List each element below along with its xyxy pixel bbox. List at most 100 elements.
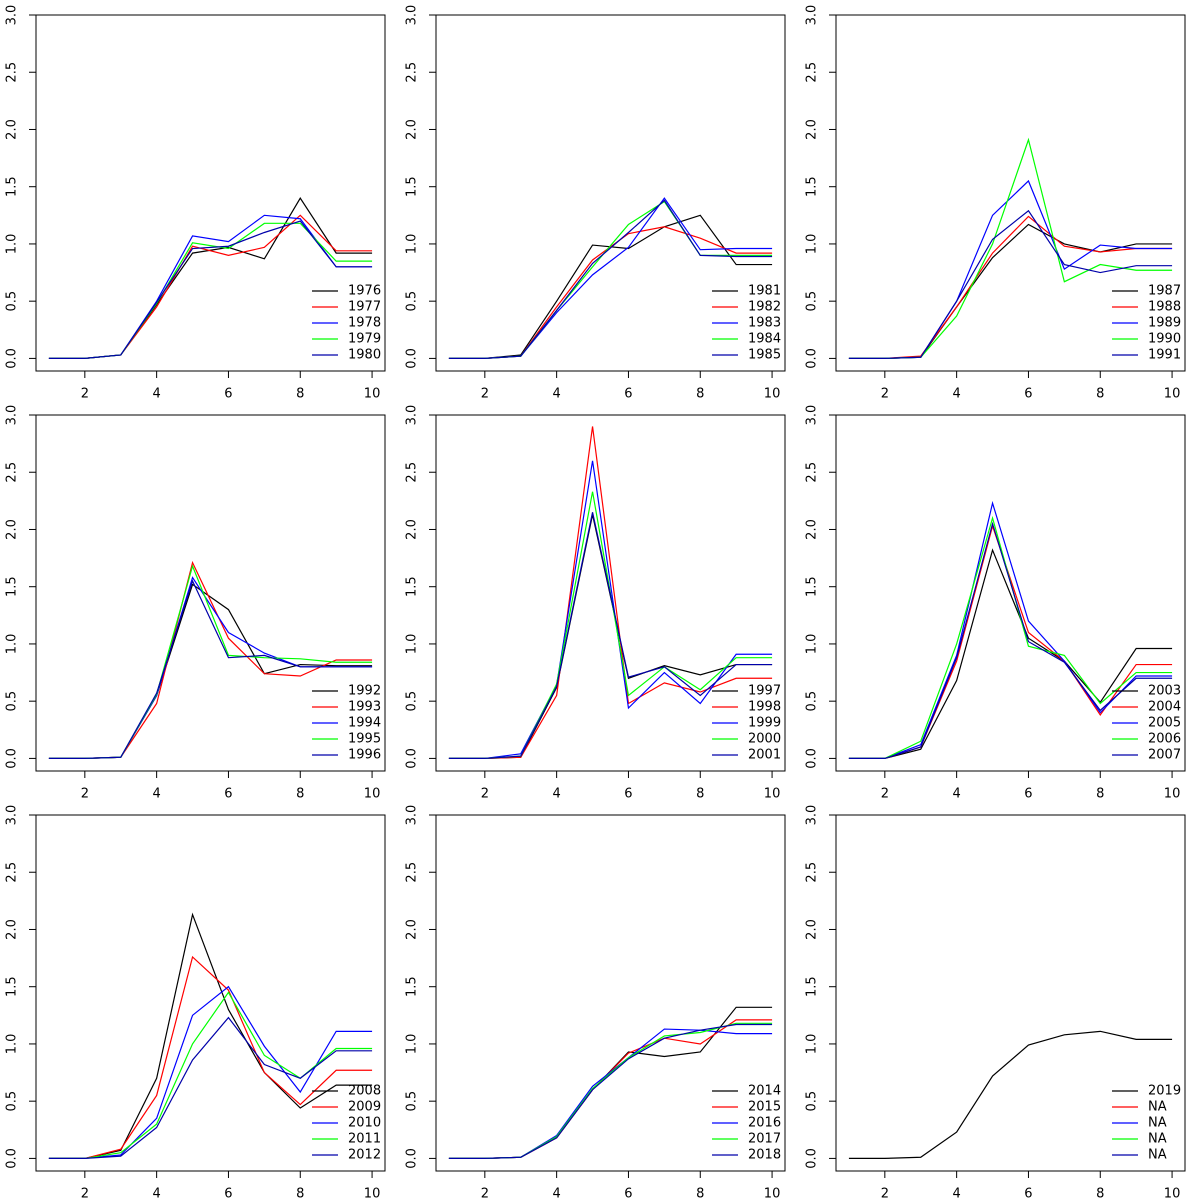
y-tick-label: 2.0: [405, 919, 420, 940]
y-tick-label: 3.0: [5, 805, 20, 826]
x-tick-label: 4: [153, 787, 161, 802]
y-tick-label: 1.0: [405, 234, 420, 255]
x-tick-label: 8: [296, 787, 304, 802]
plot-frame: [435, 414, 786, 772]
y-tick-label: 2.0: [805, 119, 820, 140]
series-line: [848, 209, 1173, 360]
series-line: [448, 197, 773, 360]
y-tick-label: 2.5: [405, 862, 420, 883]
series-line: [448, 1006, 773, 1160]
series-line: [48, 991, 373, 1160]
plot-frame: [435, 814, 786, 1172]
x-tick-label: 4: [153, 387, 161, 402]
x-tick-label: 6: [224, 1187, 232, 1200]
y-tick-label: 1.5: [405, 176, 420, 197]
x-tick-label: 2: [881, 1187, 889, 1200]
x-tick-label: 10: [364, 387, 381, 402]
legend-label: 2016: [748, 1116, 781, 1131]
x-tick-label: 2: [481, 387, 489, 402]
series-line: [848, 137, 1173, 360]
legend-label: 1983: [748, 316, 781, 331]
x-tick-label: 4: [153, 1187, 161, 1200]
legend-label: 1978: [348, 316, 381, 331]
x-tick-label: 8: [1096, 387, 1104, 402]
y-tick-label: 0.0: [5, 348, 20, 369]
panel: 2 4 6 8 100.00.51.01.52.02.53.01976197719781…: [5, 5, 386, 402]
legend-label: NA: [1148, 1132, 1167, 1147]
x-tick-label: 2: [481, 787, 489, 802]
x-tick-label: 10: [1164, 1187, 1181, 1200]
y-tick-label: 0.0: [405, 748, 420, 769]
series-line: [848, 521, 1173, 760]
y-tick-label: 1.5: [405, 576, 420, 597]
y-tick-label: 2.5: [405, 462, 420, 483]
plot-frame: [35, 814, 386, 1172]
x-tick-label: 4: [953, 1187, 961, 1200]
legend-label: 2014: [748, 1084, 781, 1099]
plot-frame: [835, 14, 1186, 372]
y-tick-label: 3.0: [405, 405, 420, 426]
y-tick-label: 2.5: [405, 62, 420, 83]
legend-label: 1982: [748, 300, 781, 315]
y-tick-label: 0.5: [5, 291, 20, 312]
y-tick-label: 0.5: [805, 691, 820, 712]
y-tick-label: 3.0: [805, 405, 820, 426]
series-line: [448, 491, 773, 760]
panel: 2 4 6 8 100.00.51.01.52.02.53.02008200920102…: [5, 805, 386, 1200]
y-tick-label: 2.0: [5, 919, 20, 940]
legend-label: 1994: [348, 716, 381, 731]
legend-label: 2010: [348, 1116, 381, 1131]
x-tick-label: 8: [1096, 787, 1104, 802]
x-tick-label: 8: [296, 1187, 304, 1200]
y-tick-label: 1.5: [805, 176, 820, 197]
series-line: [48, 214, 373, 360]
x-tick-label: 6: [624, 387, 632, 402]
legend-label: 2006: [1148, 732, 1181, 747]
y-tick-label: 0.0: [5, 748, 20, 769]
x-tick-label: 6: [624, 1187, 632, 1200]
y-tick-label: 2.0: [805, 919, 820, 940]
legend-label: 2007: [1148, 748, 1181, 763]
x-tick-label: 6: [224, 787, 232, 802]
x-tick-label: 6: [624, 787, 632, 802]
y-tick-label: 0.0: [405, 348, 420, 369]
plot-frame: [35, 14, 386, 372]
x-tick-label: 8: [696, 787, 704, 802]
plot-frame: [435, 14, 786, 372]
plot-frame: [35, 414, 386, 772]
series-line: [48, 220, 373, 360]
y-tick-label: 0.0: [405, 1148, 420, 1169]
legend-label: 2000: [748, 732, 781, 747]
series-line: [48, 197, 373, 360]
legend-label: 1998: [748, 700, 781, 715]
x-tick-label: 6: [1024, 1187, 1032, 1200]
panel: 2 4 6 8 100.00.51.01.52.02.53.02014201520162…: [405, 805, 786, 1200]
series-line: [448, 460, 773, 760]
legend-label: 1979: [348, 332, 381, 347]
x-tick-label: 10: [364, 787, 381, 802]
y-tick-label: 2.0: [5, 519, 20, 540]
legend-label: 1984: [748, 332, 781, 347]
y-tick-label: 1.5: [5, 176, 20, 197]
y-tick-label: 2.5: [805, 862, 820, 883]
series-line: [48, 214, 373, 360]
x-tick-label: 2: [481, 1187, 489, 1200]
series-line: [448, 199, 773, 360]
legend-label: 1977: [348, 300, 381, 315]
panel: 2 4 6 8 100.00.51.01.52.02.53.01997199819992…: [405, 405, 786, 802]
y-tick-label: 3.0: [805, 5, 820, 26]
x-tick-label: 8: [296, 387, 304, 402]
legend-label: 2003: [1148, 684, 1181, 699]
x-tick-label: 8: [1096, 1187, 1104, 1200]
panel: 2 4 6 8 100.00.51.01.52.02.53.01987198819891…: [805, 5, 1186, 402]
panel: 2 4 6 8 100.00.51.01.52.02.53.01992199319941…: [5, 405, 386, 802]
series-line: [448, 200, 773, 360]
y-tick-label: 3.0: [805, 805, 820, 826]
y-tick-label: 1.0: [5, 634, 20, 655]
y-tick-label: 0.5: [405, 691, 420, 712]
x-tick-label: 10: [764, 787, 781, 802]
y-tick-label: 1.0: [805, 234, 820, 255]
x-tick-label: 2: [881, 787, 889, 802]
